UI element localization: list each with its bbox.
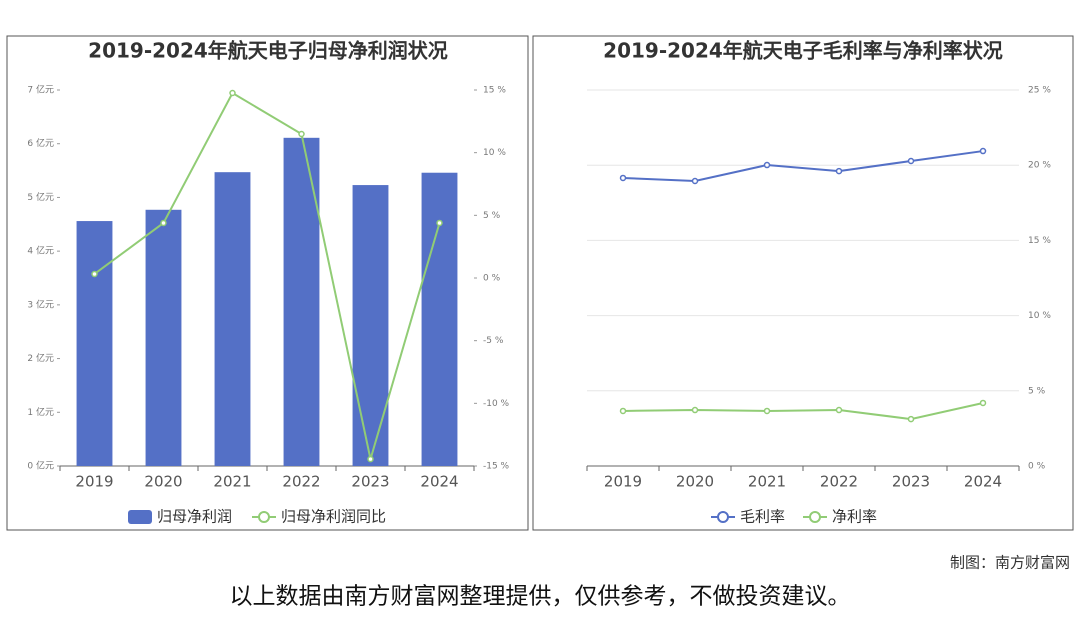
y-tick-label: 2 亿元 [27,352,54,364]
legend-label: 归母净利润 [157,508,232,526]
point [979,147,987,155]
panel [6,35,529,531]
y2-tick-label: 20 % [1028,161,1051,171]
point [91,270,98,278]
line [622,402,984,421]
y2-tick-label: 25 % [1028,86,1051,96]
point [979,399,987,407]
point [691,406,699,414]
legend-label: 归母净利润同比 [281,508,386,526]
bar [352,185,389,466]
bar [214,172,251,466]
chart-title: 2019-2024年航天电子归母净利润状况 [88,39,448,63]
x-tick-label: 2021 [213,473,251,491]
point [229,89,236,97]
point [298,130,305,138]
legend-swatch [809,511,821,523]
y-tick-label: 5 亿元 [27,191,54,203]
point [619,174,627,182]
point [619,407,627,415]
chart-title: 2019-2024年航天电子毛利率与净利率状况 [603,39,1003,63]
y2-tick-label: 0 % [1028,462,1046,472]
y2-tick-label: 5 % [483,211,501,221]
x-tick-label: 2023 [351,473,389,491]
point [835,406,843,414]
bar [283,137,320,466]
bar [421,172,458,466]
disclaimer: 以上数据由南方财富网整理提供，仅供参考，不做投资建议。 [230,584,851,610]
y2-tick-label: 5 % [1028,386,1046,396]
panel [532,35,1074,531]
point [835,167,843,175]
legend-label: 毛利率 [740,508,785,526]
y-tick-label: 3 亿元 [27,298,54,310]
y2-tick-label: 15 % [483,86,506,96]
x-tick-label: 2019 [75,473,113,491]
point [763,407,771,415]
point [367,455,374,463]
y-tick-label: 7 亿元 [27,84,54,96]
legend-swatch [717,511,729,523]
x-tick-label: 2024 [964,473,1002,491]
y2-tick-label: 10 % [1028,311,1051,321]
y-tick-label: 6 亿元 [27,137,54,149]
legend-swatch [258,511,270,523]
x-tick-label: 2023 [892,473,930,491]
x-tick-label: 2021 [748,473,786,491]
x-tick-label: 2019 [604,473,642,491]
y2-tick-label: -15 % [483,462,510,472]
y2-tick-label: -10 % [483,399,510,409]
x-tick-label: 2022 [820,473,858,491]
credit: 制图：南方财富网 [950,554,1070,572]
y-tick-label: 0 亿元 [27,460,54,472]
point [691,177,699,185]
y2-tick-label: 0 % [483,274,501,284]
legend-label: 净利率 [832,508,877,526]
bar [145,209,182,467]
x-tick-label: 2020 [676,473,714,491]
point [160,219,167,227]
bar [76,221,113,466]
y2-tick-label: 10 % [483,148,506,158]
line [622,150,984,182]
point [907,415,915,423]
x-tick-label: 2020 [144,473,182,491]
y-tick-label: 1 亿元 [27,406,54,418]
y-tick-label: 4 亿元 [27,245,54,257]
y2-tick-label: -5 % [483,336,504,346]
point [907,157,915,165]
line [93,91,441,460]
y2-tick-label: 15 % [1028,236,1051,246]
legend-swatch [128,510,152,524]
x-tick-label: 2024 [420,473,458,491]
point [436,219,443,227]
point [763,161,771,169]
x-tick-label: 2022 [282,473,320,491]
